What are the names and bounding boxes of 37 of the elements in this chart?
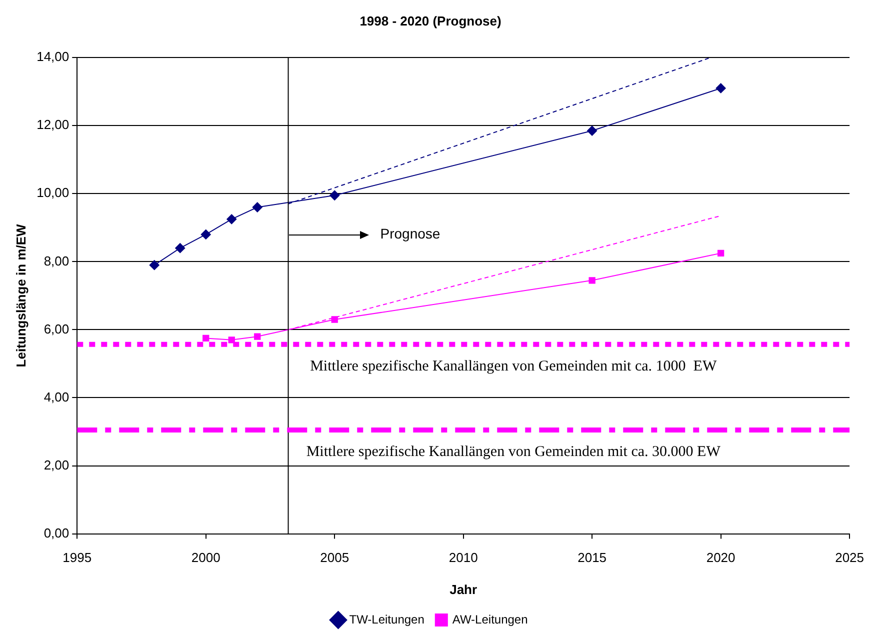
y-axis-title: Leitungslänge in m/EW (13, 223, 28, 368)
y-tick-label: 12,00 (36, 117, 70, 132)
y-tick-label: 2,00 (44, 457, 70, 472)
x-axis-title: Jahr (450, 582, 478, 597)
y-tick-label: 10,00 (36, 185, 70, 200)
legend-label: AW-Leitungen (452, 612, 528, 626)
annotation: Prognose (380, 225, 440, 242)
x-tick-label: 2015 (578, 550, 607, 566)
ref-line-label: Mittlere spezifische Kanallängen von Gemeinden mit ca. 1000 EW (310, 358, 718, 374)
x-tick-label: 2005 (320, 550, 350, 566)
legend-label: TW-Leitungen (349, 612, 424, 626)
y-tick-label: 14,00 (36, 49, 70, 64)
chart-title: 1998 - 2020 (Prognose) (360, 13, 502, 28)
y-tick-label: 4,00 (44, 389, 70, 404)
point (587, 126, 598, 136)
point (226, 214, 237, 224)
x-tick-label: 2020 (706, 550, 736, 566)
point (202, 334, 210, 342)
y-tick-label: 6,00 (44, 321, 70, 336)
y-tick-label: 8,00 (44, 253, 70, 268)
point (252, 202, 262, 212)
x-tick-label: 1995 (62, 550, 92, 566)
point (254, 333, 261, 340)
point (716, 83, 726, 94)
x-tick-label: 2000 (191, 550, 220, 566)
x-tick-label: 2025 (835, 550, 864, 566)
point (200, 229, 211, 240)
point (331, 316, 338, 323)
ref-line-label: Mittlere spezifische Kanallängen von Gemeinden mit ca. 30.000 EW (306, 444, 722, 460)
point (717, 250, 724, 257)
point (588, 277, 596, 284)
point (175, 243, 186, 254)
point (228, 336, 235, 344)
y-tick-label: 0,00 (44, 525, 70, 540)
point (330, 190, 340, 200)
x-tick-label: 2010 (448, 550, 478, 566)
point (149, 260, 160, 270)
